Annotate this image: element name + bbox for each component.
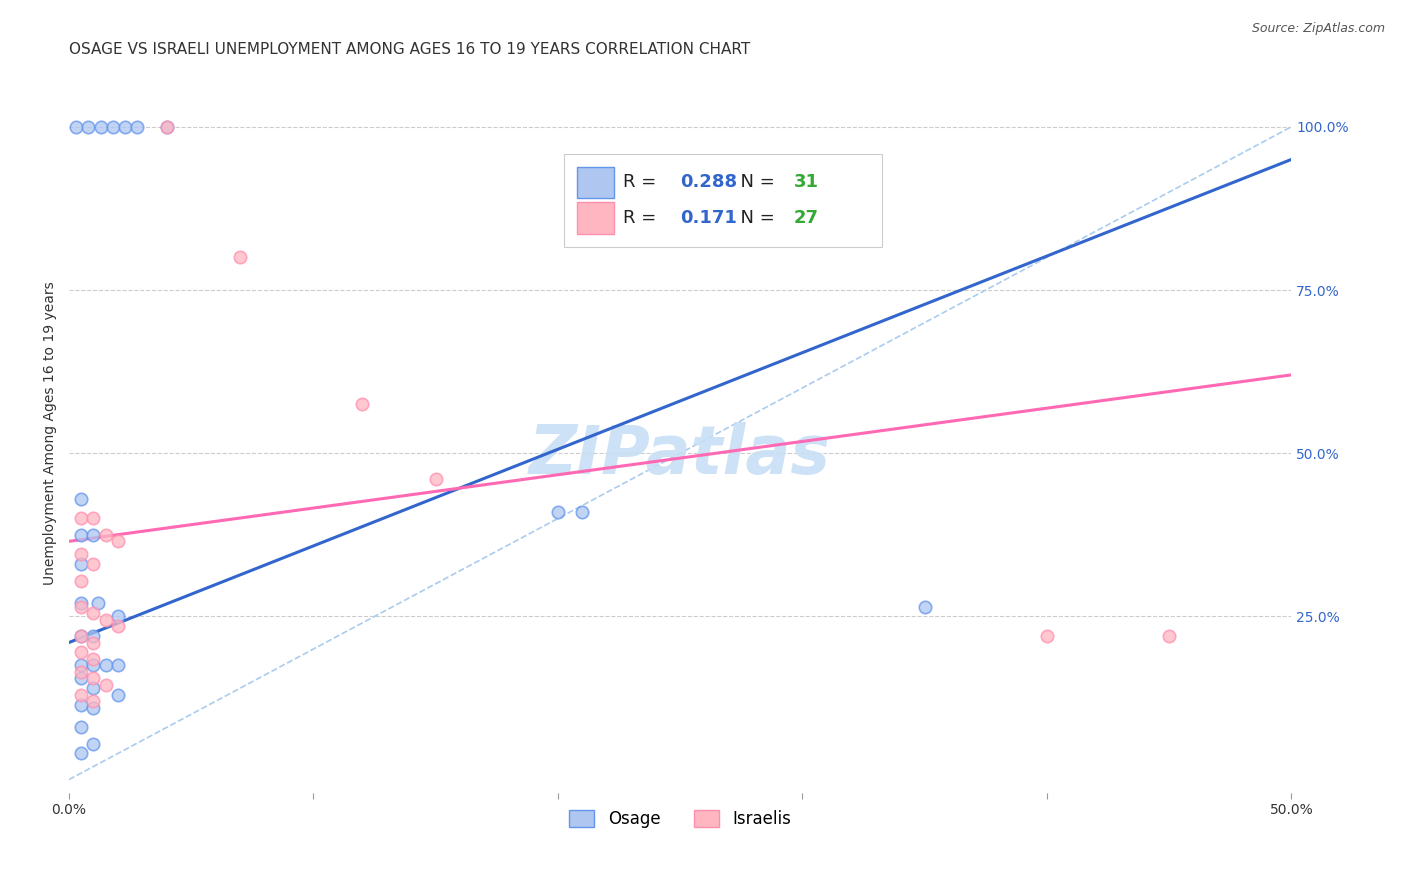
Text: 27: 27 — [794, 210, 818, 227]
Point — [101, 120, 124, 134]
Text: 0.288: 0.288 — [681, 173, 737, 191]
Point — [82, 528, 104, 542]
Point — [90, 120, 112, 134]
Point — [107, 534, 129, 549]
Point — [70, 599, 93, 614]
Text: Source: ZipAtlas.com: Source: ZipAtlas.com — [1251, 22, 1385, 36]
Point — [82, 511, 104, 525]
Point — [82, 606, 104, 620]
Point — [70, 548, 93, 562]
Point — [70, 672, 93, 686]
Point — [70, 596, 93, 610]
Point — [94, 678, 117, 692]
Point — [114, 120, 136, 134]
Point — [82, 700, 104, 714]
Text: 31: 31 — [794, 173, 818, 191]
Point — [547, 505, 569, 519]
Point — [1036, 629, 1059, 643]
Point — [352, 397, 374, 411]
FancyBboxPatch shape — [578, 202, 614, 234]
Text: R =: R = — [623, 173, 662, 191]
Text: OSAGE VS ISRAELI UNEMPLOYMENT AMONG AGES 16 TO 19 YEARS CORRELATION CHART: OSAGE VS ISRAELI UNEMPLOYMENT AMONG AGES… — [69, 42, 751, 57]
Point — [82, 635, 104, 649]
Point — [82, 658, 104, 673]
Point — [82, 694, 104, 708]
FancyBboxPatch shape — [578, 167, 614, 198]
Text: 0.171: 0.171 — [681, 210, 737, 227]
Point — [70, 629, 93, 643]
Point — [107, 619, 129, 633]
Point — [127, 120, 149, 134]
Point — [107, 688, 129, 702]
Point — [70, 720, 93, 734]
Legend: Osage, Israelis: Osage, Israelis — [562, 803, 797, 835]
Point — [94, 613, 117, 627]
Point — [229, 251, 252, 265]
Point — [70, 491, 93, 506]
Point — [94, 658, 117, 673]
Point — [1159, 629, 1181, 643]
Point — [94, 528, 117, 542]
Point — [70, 557, 93, 571]
Point — [70, 574, 93, 588]
Text: ZIPatlas: ZIPatlas — [529, 422, 831, 488]
Point — [82, 681, 104, 696]
Point — [82, 629, 104, 643]
Point — [70, 658, 93, 673]
Text: N =: N = — [730, 173, 780, 191]
Point — [77, 120, 100, 134]
Point — [82, 652, 104, 666]
Point — [82, 557, 104, 571]
Y-axis label: Unemployment Among Ages 16 to 19 years: Unemployment Among Ages 16 to 19 years — [44, 282, 58, 585]
Point — [70, 511, 93, 525]
Point — [156, 120, 179, 134]
Point — [107, 609, 129, 624]
Point — [70, 688, 93, 702]
Point — [571, 505, 593, 519]
FancyBboxPatch shape — [564, 153, 882, 247]
Point — [70, 528, 93, 542]
Point — [425, 472, 447, 486]
Point — [107, 658, 129, 673]
Point — [70, 665, 93, 679]
Point — [70, 629, 93, 643]
Point — [70, 747, 93, 761]
Point — [914, 599, 936, 614]
Point — [82, 737, 104, 751]
Point — [82, 672, 104, 686]
Point — [65, 120, 87, 134]
Point — [70, 645, 93, 659]
Point — [87, 596, 110, 610]
Text: N =: N = — [730, 210, 780, 227]
Point — [156, 120, 179, 134]
Point — [70, 698, 93, 712]
Text: R =: R = — [623, 210, 668, 227]
